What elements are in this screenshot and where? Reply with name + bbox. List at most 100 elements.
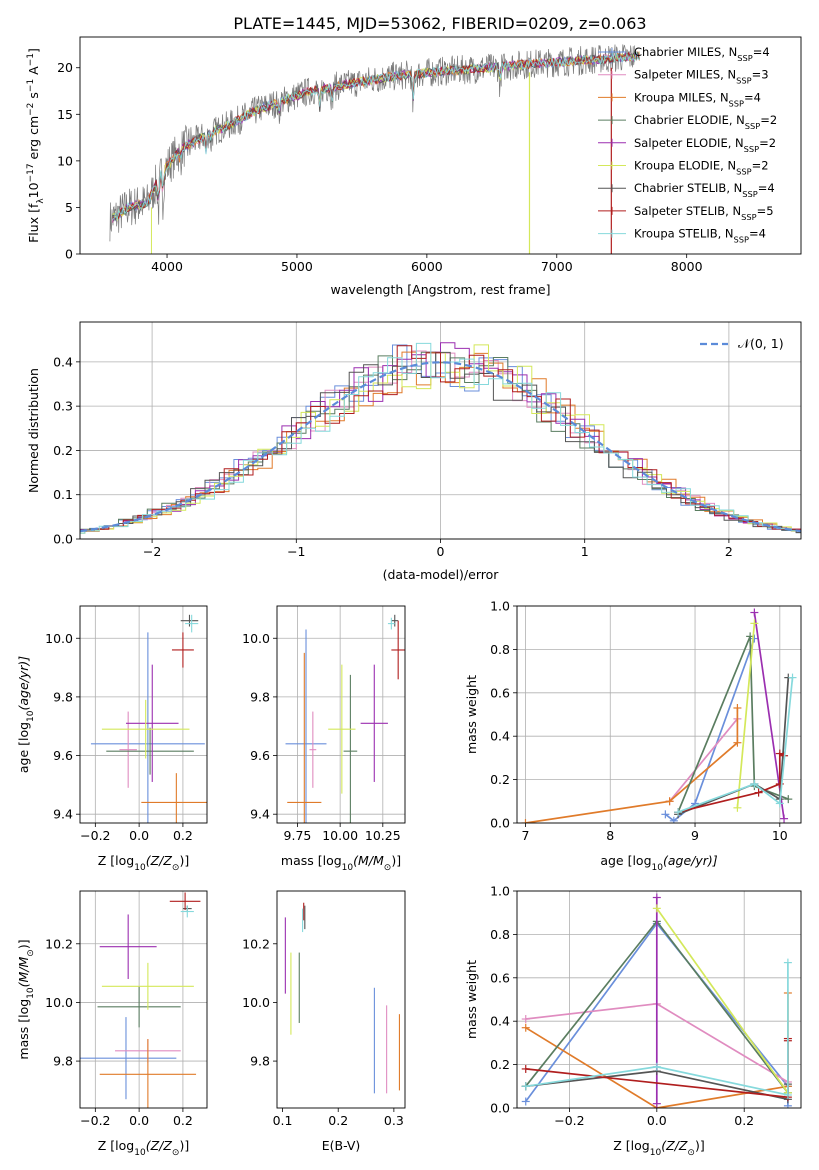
- x-tick-label: 0.2: [734, 1113, 754, 1128]
- x-tick-label: 2: [725, 544, 733, 559]
- legend-entry: Chabrier ELODIE, NSSP=2: [634, 113, 777, 131]
- y-tick-label: 1.0: [490, 884, 510, 899]
- mass-vs-EBV-panel: 0.1 0.2 0.3 9.8 10.0 10.2 E(B-V): [242, 890, 406, 1153]
- age-vs-mass-panel: 9.75 10.00 10.25 9.4 9.6 9.8 10.0 mass [log10(M…: [242, 605, 406, 873]
- y-tick-label: 9.4: [250, 807, 270, 822]
- y-tick-label: 9.6: [250, 748, 270, 763]
- weight-series-line: [656, 907, 789, 1094]
- x-tick-label: −0.2: [80, 828, 110, 843]
- legend-entry: Kroupa ELODIE, NSSP=2: [634, 159, 769, 177]
- x-tick-label: −1: [287, 544, 305, 559]
- x-tick-label: 10.25: [365, 828, 401, 843]
- y-tick-label: 1.0: [490, 599, 510, 614]
- y-tick-label: 0.2: [490, 1057, 510, 1072]
- y-tick-label: 0.6: [490, 970, 510, 985]
- residuals-x-label: (data-model)/error: [383, 567, 500, 582]
- y-tick-label: 9.8: [53, 1054, 73, 1069]
- y-tick-label: 9.8: [250, 1054, 270, 1069]
- x-tick-label: 0.0: [129, 1113, 149, 1128]
- y-tick-label: 0.2: [490, 772, 510, 787]
- x-tick-label: 0.2: [328, 1113, 348, 1128]
- weight-vs-Z-x-label: Z [log10(Z/Z⊙)]: [613, 1138, 704, 1158]
- mass-vs-Z-x-label: Z [log10(Z/Z⊙)]: [98, 1138, 189, 1158]
- spectrum-x-label: wavelength [Angstrom, rest frame]: [330, 282, 550, 297]
- axes-frame: [276, 890, 406, 1109]
- weight-vs-age-x-label: age [log10(age/yr)]: [600, 853, 717, 873]
- x-tick-label: 9: [691, 828, 699, 843]
- mass-vs-EBV-x-label: E(B-V): [322, 1138, 361, 1153]
- y-tick-label: 0.0: [490, 816, 510, 831]
- legend-entry: Salpeter STELIB, NSSP=5: [634, 204, 774, 222]
- plot-area: [285, 614, 405, 823]
- x-tick-label: 0.3: [384, 1113, 404, 1128]
- weight-series-line: [677, 636, 789, 813]
- axes-frame: [276, 605, 406, 824]
- axes-frame: [79, 890, 208, 1109]
- y-tick-label: 9.8: [250, 689, 270, 704]
- y-tick-label: 10.0: [45, 631, 73, 646]
- x-tick-label: 9.75: [284, 828, 312, 843]
- x-tick-label: 8000: [671, 259, 703, 274]
- x-tick-label: −0.2: [80, 1113, 110, 1128]
- x-tick-label: 10.00: [322, 828, 358, 843]
- x-tick-label: 0.0: [129, 828, 149, 843]
- x-tick-label: 0.0: [647, 1113, 667, 1128]
- legend-entry: Kroupa MILES, NSSP=4: [634, 90, 761, 108]
- weight-series-line: [525, 962, 789, 1097]
- spectrum-panel: 4000 5000 6000 7000 8000 0 5 10 15 20 wavelength […: [26, 36, 802, 297]
- x-tick-label: 0.2: [173, 1113, 193, 1128]
- plot-area: [109, 44, 640, 254]
- axes-frame: [516, 605, 802, 824]
- y-tick-label: 0.2: [53, 443, 73, 458]
- x-tick-label: 7: [522, 828, 530, 843]
- y-tick-label: 10.2: [45, 936, 73, 951]
- y-tick-label: 0.6: [490, 685, 510, 700]
- y-tick-label: 10.0: [45, 995, 73, 1010]
- weight-vs-age-y-label: mass weight: [464, 675, 479, 754]
- y-tick-label: 10: [57, 153, 73, 168]
- weight-series-line: [677, 677, 794, 813]
- weight-series-line: [668, 718, 739, 802]
- plot-area: [80, 892, 201, 1108]
- weight-series-line: [677, 677, 790, 816]
- plot-area: [90, 614, 207, 823]
- age-vs-Z-x-label: Z [log10(Z/Z⊙)]: [98, 853, 189, 873]
- mass-vs-Z-y-label: mass [log10(M/M⊙)]: [16, 939, 36, 1059]
- y-tick-label: 0.4: [490, 1014, 510, 1029]
- spectrum-legend: Chabrier MILES, NSSP=4 Salpeter MILES, NS…: [598, 45, 777, 245]
- histogram-series: [80, 342, 801, 534]
- plot-area: [80, 342, 801, 534]
- figure-title: PLATE=1445, MJD=53062, FIBERID=0209, z=0…: [233, 14, 646, 33]
- y-tick-label: 0.4: [53, 354, 73, 369]
- axes-frame: [79, 36, 802, 255]
- y-tick-label: 0.4: [490, 729, 510, 744]
- y-tick-label: 15: [57, 107, 73, 122]
- x-tick-label: 0: [437, 544, 445, 559]
- x-tick-label: 8: [606, 828, 614, 843]
- legend-entry: 𝒩(0, 1): [738, 336, 784, 351]
- mass-vs-Z-panel: −0.2 0.0 0.2 9.8 10.0 10.2 Z [log10(Z/Z⊙)] mass…: [16, 890, 208, 1158]
- x-tick-label: 0.2: [173, 828, 193, 843]
- x-tick-label: 0.1: [273, 1113, 293, 1128]
- x-tick-label: 4000: [151, 259, 183, 274]
- x-tick-label: 5000: [281, 259, 313, 274]
- x-tick-label: −0.2: [554, 1113, 584, 1128]
- y-tick-label: 0.0: [53, 532, 73, 547]
- weight-series-line: [736, 623, 756, 808]
- weight-vs-Z-y-label: mass weight: [464, 960, 479, 1039]
- spectrum-model-line: [112, 51, 640, 220]
- spectrum-data-line: [109, 44, 636, 242]
- x-tick-label: 10: [772, 828, 788, 843]
- axes-frame: [79, 605, 208, 824]
- x-tick-label: −2: [143, 544, 161, 559]
- weight-series-line: [525, 708, 739, 823]
- residuals-y-label: Normed distribution: [26, 368, 41, 493]
- legend-entry: Kroupa STELIB, NSSP=4: [634, 227, 766, 245]
- age-vs-Z-panel: −0.2 0.0 0.2 9.4 9.6 9.8 10.0 Z [log10(Z/Z⊙)] ag…: [16, 605, 208, 873]
- y-tick-label: 0.8: [490, 927, 510, 942]
- residuals-panel: −2 −1 0 1 2 0.0 0.1 0.2 0.3 0.4 𝒩(0, 1) (data-model…: [26, 321, 802, 582]
- normal-reference-curve: [80, 361, 801, 533]
- x-tick-label: 7000: [541, 259, 573, 274]
- y-tick-label: 9.6: [53, 748, 73, 763]
- axes-frame: [79, 321, 802, 540]
